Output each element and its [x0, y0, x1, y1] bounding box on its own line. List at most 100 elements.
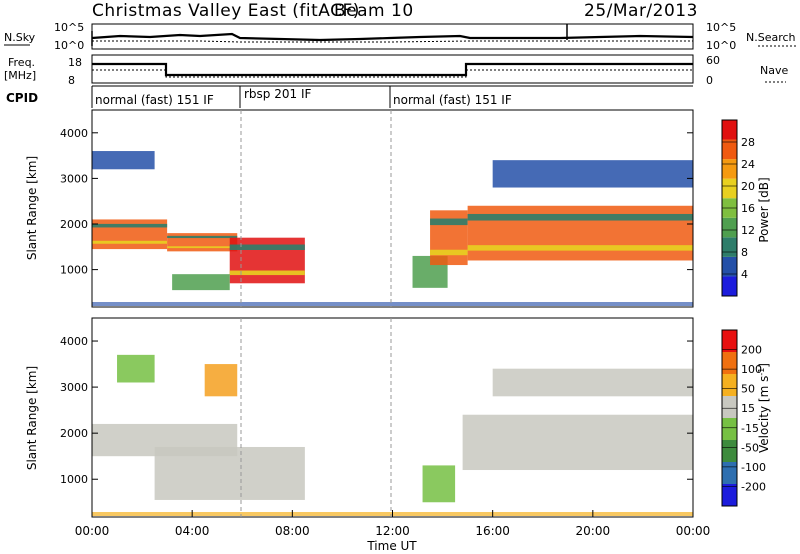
data-band-core-1: [92, 240, 168, 244]
date-label: 25/Mar/2013: [584, 1, 698, 21]
velocity-colorbar-label: Velocity [m s-1]: [757, 363, 771, 453]
freq-tick-top: 18: [68, 56, 82, 69]
cpid-label: CPID: [6, 91, 38, 105]
x-tick-label: 00:00: [676, 524, 711, 538]
power-panel: 1000 2000 3000 4000: [60, 109, 694, 308]
colorbar-tick-label: 8: [741, 246, 748, 259]
colorbar-segment: [722, 352, 737, 374]
colorbar-segment: [722, 120, 737, 140]
colorbar-segment: [722, 217, 737, 238]
colorbar-segment: [722, 139, 737, 160]
colorbar-tick-label: 50: [741, 383, 755, 396]
y-tick-label: 4000: [60, 127, 88, 140]
figure-title: Christmas Valley East (fitACF): [92, 1, 360, 21]
cpid-segment-2: rbsp 201 IF: [244, 87, 311, 101]
y-tick-label: 2000: [60, 218, 88, 231]
y-tick-label: 3000: [60, 172, 88, 185]
data-band-edge-1: [92, 223, 168, 228]
data-band-9: [492, 160, 693, 188]
y-tick-label: 2000: [60, 427, 88, 440]
nsearch-label: N.Search: [746, 31, 796, 44]
near-range-echoes: [92, 302, 693, 306]
nsky-tick-bottom: 10^0: [54, 39, 84, 52]
nave-trace: [92, 69, 693, 78]
nsky-panel: [91, 23, 694, 50]
colorbar-tick-label: 200: [741, 344, 762, 357]
colorbar-segment: [722, 159, 737, 179]
nave-label: Nave: [760, 64, 788, 77]
power-colorbar: 4 8 12 16 20 24 28: [721, 119, 755, 297]
x-tick-label: 00:00: [75, 524, 110, 538]
colorbar-tick-label: -100: [741, 461, 766, 474]
nave-tick-bottom: 0: [706, 74, 713, 87]
colorbar-tick-label: 12: [741, 224, 755, 237]
colorbar-segment: [722, 374, 737, 396]
x-tick-label: 04:00: [175, 524, 210, 538]
velocity-panel: 1000 2000 3000 4000 00:00 04:00 08:00 12:00 16:…: [60, 317, 711, 538]
y-tick-label: 1000: [60, 264, 88, 277]
data-band-3: [422, 465, 456, 503]
x-axis-label: Time UT: [366, 539, 417, 553]
power-data-layer: [92, 151, 693, 306]
power-y-axis: 1000 2000 3000 4000: [60, 127, 693, 277]
nsky-label: N.Sky: [4, 31, 36, 44]
colorbar-tick-label: -15: [741, 422, 759, 435]
power-y-axis-label: Slant Range [km]: [25, 156, 39, 260]
nave-tick-top: 60: [706, 54, 720, 67]
nsearch-tick-top: 10^5: [706, 21, 736, 34]
colorbar-tick-label: 28: [741, 136, 755, 149]
data-band-4: [462, 414, 693, 471]
power-colorbar-label: Power [dB]: [757, 177, 771, 242]
cpid-segment-3: normal (fast) 151 IF: [393, 93, 512, 107]
nsky-tick-top: 10^5: [54, 21, 84, 34]
freq-label-1: Freq.: [8, 56, 35, 69]
colorbar-segment: [722, 330, 737, 352]
colorbar-tick-label: 100: [741, 363, 762, 376]
data-band-edge-3: [229, 244, 305, 250]
cpid-segment-1: normal (fast) 151 IF: [95, 93, 214, 107]
colorbar-segment: [722, 440, 737, 462]
y-tick-label: 1000: [60, 473, 88, 486]
colorbar-segment: [722, 237, 737, 257]
velocity-colorbar: 200 100 50 15 -15 -50 -100 -200: [721, 329, 766, 507]
freq-trace: [92, 62, 693, 77]
data-band-core-6: [430, 249, 468, 256]
freq-panel: [91, 54, 694, 84]
colorbar-segment: [722, 256, 737, 277]
colorbar-tick-label: -200: [741, 480, 766, 493]
data-band-7: [492, 368, 693, 397]
data-band-4: [172, 274, 230, 291]
velocity-data-layer: [92, 354, 693, 516]
beam-label: Beam 10: [334, 1, 414, 21]
x-tick-label: 08:00: [275, 524, 310, 538]
colorbar-tick-label: -50: [741, 441, 759, 454]
y-tick-label: 3000: [60, 381, 88, 394]
data-band-8: [92, 151, 155, 170]
data-band-2: [154, 446, 305, 500]
velocity-y-axis: 1000 2000 3000 4000: [60, 335, 693, 486]
colorbar-segment: [722, 276, 737, 296]
colorbar-segment: [722, 462, 737, 484]
time-x-axis: 00:00 04:00 08:00 12:00 16:00 20:00 00:00: [75, 510, 711, 538]
colorbar-segment: [722, 418, 737, 440]
colorbar-tick-label: 15: [741, 402, 755, 415]
nsearch-tick-bottom: 10^0: [706, 39, 736, 52]
colorbar-tick-label: 16: [741, 202, 755, 215]
data-band-edge-2: [167, 235, 238, 239]
data-band-edge-6: [430, 218, 468, 226]
colorbar-segment: [722, 178, 737, 199]
data-band-edge-7: [467, 213, 693, 221]
x-tick-label: 20:00: [576, 524, 611, 538]
freq-label-2: [MHz]: [4, 69, 36, 82]
y-tick-label: 4000: [60, 335, 88, 348]
colorbar-tick-label: 4: [741, 268, 748, 281]
nsky-trace: [91, 32, 694, 42]
data-band-6: [204, 364, 238, 397]
data-band-core-3: [229, 270, 305, 276]
x-tick-label: 16:00: [475, 524, 510, 538]
data-band-core-7: [467, 245, 693, 251]
data-band-core-2: [167, 246, 238, 249]
colorbar-segment: [722, 484, 737, 506]
freq-tick-bottom: 8: [68, 74, 75, 87]
